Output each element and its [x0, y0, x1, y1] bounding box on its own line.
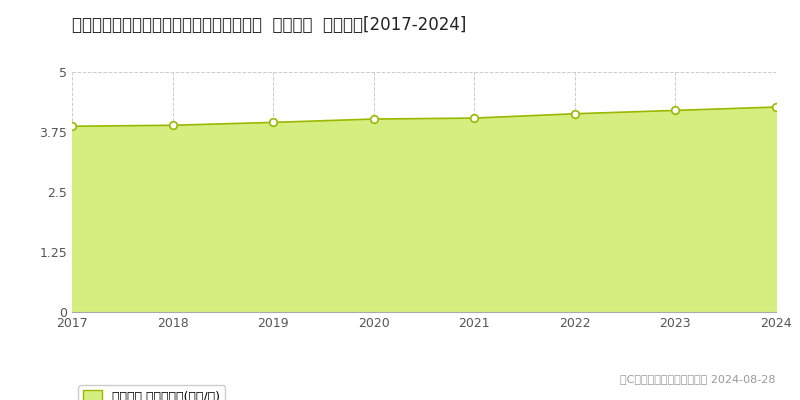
- Point: [367, 116, 380, 122]
- Point: [166, 122, 179, 128]
- Point: [569, 110, 582, 117]
- Point: [669, 107, 682, 114]
- Point: [468, 115, 481, 121]
- Point: [66, 123, 78, 130]
- Point: [266, 119, 279, 126]
- Text: 鳥取県米子市西福原７丁目１０６２番１外  地価公示  地価推移[2017-2024]: 鳥取県米子市西福原７丁目１０６２番１外 地価公示 地価推移[2017-2024]: [72, 16, 466, 34]
- Text: （C）土地価格ドットコム　 2024-08-28: （C）土地価格ドットコム 2024-08-28: [621, 374, 776, 384]
- Legend: 地価公示 平均坪単価(万円/坪): 地価公示 平均坪単価(万円/坪): [78, 386, 225, 400]
- Point: [770, 104, 782, 110]
